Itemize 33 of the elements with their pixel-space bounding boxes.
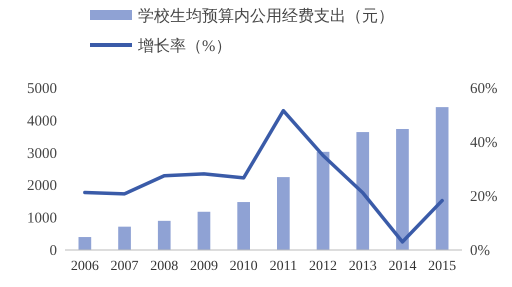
y2-tick-label: 40% [470, 135, 498, 151]
x-tick-label: 2013 [348, 259, 377, 274]
y-tick-label: 0 [50, 243, 57, 259]
bar [237, 202, 250, 250]
x-tick-label: 2007 [110, 259, 139, 274]
y-tick-label: 2000 [27, 178, 57, 194]
bar [356, 132, 370, 250]
y2-tick-label: 20% [470, 189, 498, 205]
x-tick-label: 2009 [190, 259, 218, 274]
x-tick-label: 2006 [70, 259, 99, 274]
bar [277, 177, 290, 250]
bar [118, 226, 131, 250]
x-tick-label: 2011 [270, 259, 298, 274]
y-tick-label: 1000 [27, 210, 57, 227]
y2-tick-label: 60% [470, 81, 498, 97]
x-tick-label: 2012 [309, 259, 338, 274]
x-tick-label: 2008 [150, 259, 178, 274]
y-tick-label: 5000 [27, 81, 57, 97]
bar [198, 212, 210, 250]
bar [158, 220, 171, 250]
x-tick-label: 2014 [388, 259, 416, 274]
bar [396, 128, 409, 250]
y-tick-label: 3000 [27, 146, 57, 162]
y2-tick-label: 0% [470, 243, 490, 259]
bar [78, 237, 92, 250]
x-tick-label: 2015 [428, 259, 456, 274]
line-series [83, 108, 444, 244]
x-tick-label: 2010 [230, 259, 258, 274]
bar [436, 107, 448, 250]
legend-label: 学校生均预算内公用经费支出（元） [138, 7, 394, 25]
bar [316, 152, 330, 250]
legend-label: 增长率（%） [137, 37, 232, 55]
y-tick-label: 4000 [27, 113, 57, 130]
